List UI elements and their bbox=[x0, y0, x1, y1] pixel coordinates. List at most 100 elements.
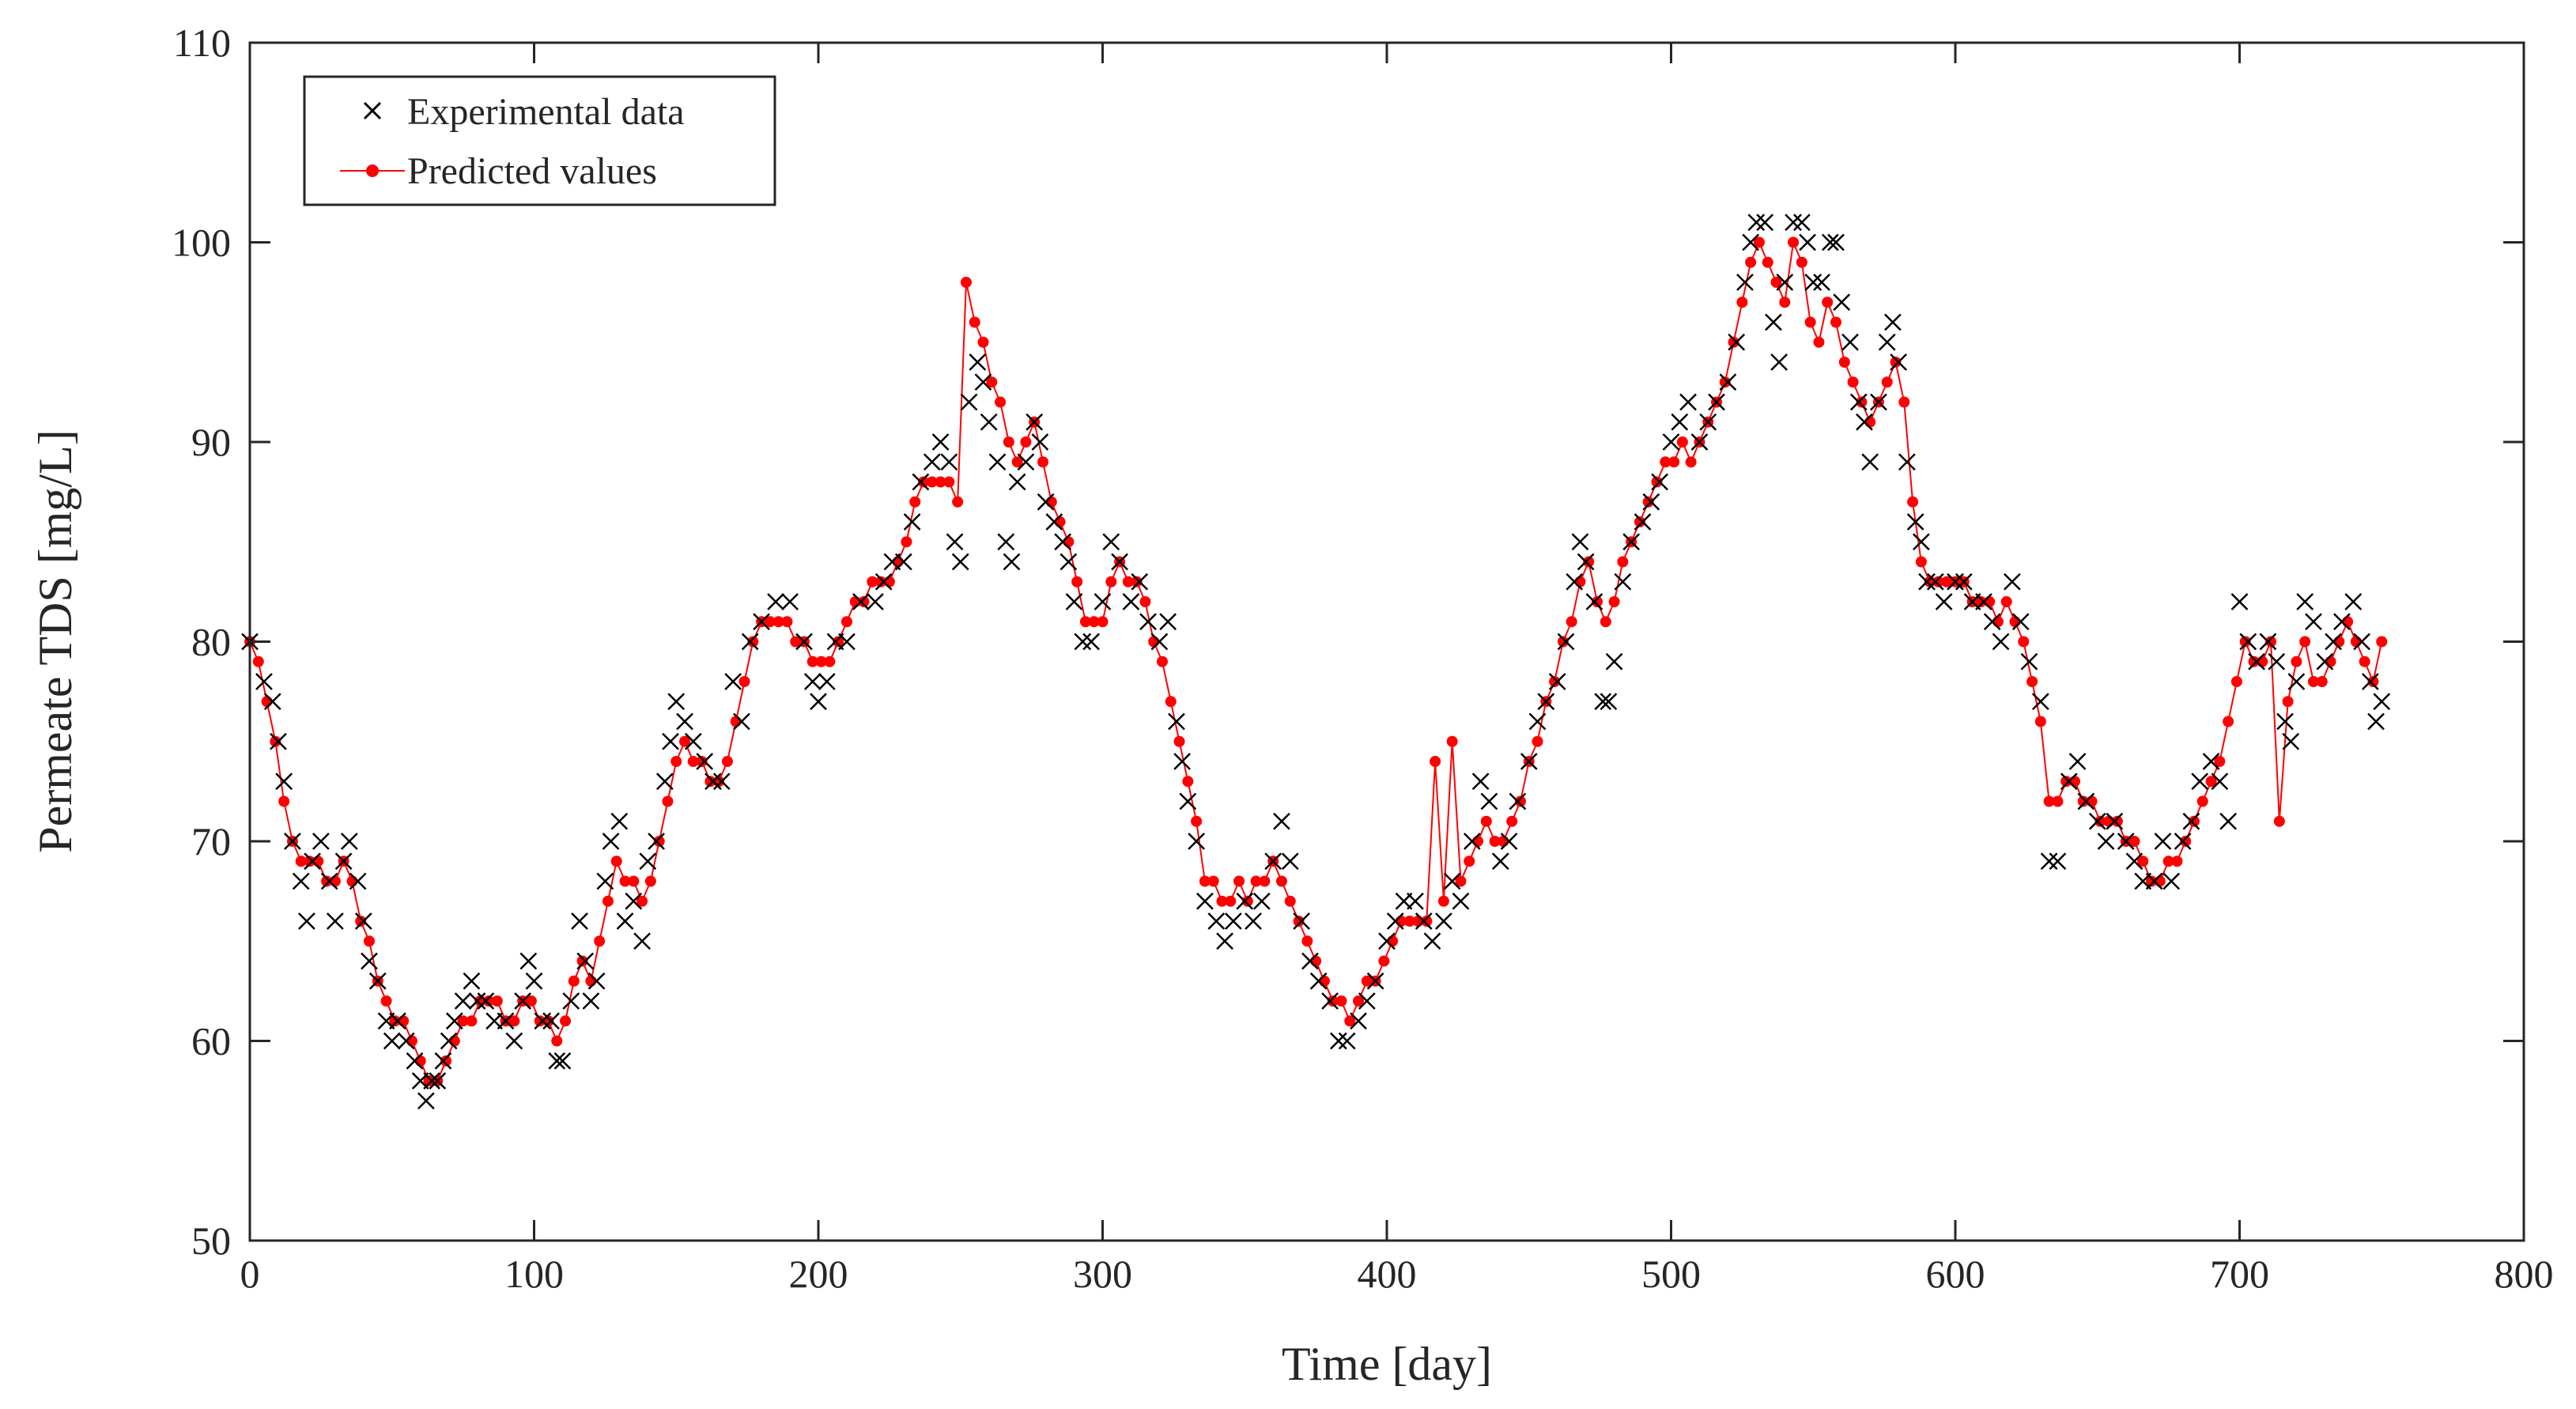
y-tick-label: 80 bbox=[191, 620, 231, 664]
experimental-point bbox=[1861, 453, 1879, 471]
predicted-point bbox=[2162, 856, 2174, 867]
predicted-point bbox=[1932, 576, 1944, 587]
predicted-point bbox=[1907, 496, 1919, 508]
experimental-point bbox=[1671, 413, 1689, 431]
experimental-point bbox=[724, 673, 742, 690]
experimental-point bbox=[1150, 633, 1169, 651]
predicted-point bbox=[1191, 815, 1203, 827]
predicted-point bbox=[1079, 616, 1091, 628]
experimental-point bbox=[2162, 872, 2181, 890]
experimental-point bbox=[838, 633, 856, 651]
predicted-point bbox=[1498, 836, 1509, 847]
experimental-point bbox=[1045, 513, 1063, 531]
experimental-point bbox=[1849, 393, 1868, 411]
predicted-point bbox=[457, 1015, 469, 1027]
predicted-point bbox=[398, 1015, 410, 1027]
experimental-point bbox=[1281, 852, 1299, 871]
predicted-point bbox=[977, 336, 989, 348]
experimental-point bbox=[1890, 353, 1907, 371]
predicted-point bbox=[252, 655, 264, 667]
experimental-point bbox=[753, 613, 770, 631]
predicted-point bbox=[738, 676, 750, 687]
predicted-point bbox=[1608, 596, 1620, 607]
predicted-point bbox=[2086, 795, 2098, 807]
experimental-point bbox=[997, 533, 1015, 551]
experimental-point bbox=[1833, 293, 1851, 312]
x-tick-label: 700 bbox=[2210, 1252, 2269, 1296]
predicted-point bbox=[806, 655, 818, 667]
predicted-point bbox=[1063, 536, 1075, 548]
experimental-point bbox=[602, 833, 620, 850]
experimental-point bbox=[1338, 1032, 1356, 1050]
predicted-point bbox=[1719, 376, 1731, 388]
experimental-point bbox=[662, 732, 679, 750]
experimental-point bbox=[625, 892, 643, 910]
legend-marker-experimental bbox=[363, 101, 382, 120]
predicted-point bbox=[2094, 815, 2106, 827]
experimental-point bbox=[1480, 792, 1498, 810]
experimental-point bbox=[1031, 433, 1049, 451]
experimental-point bbox=[1935, 593, 1953, 610]
predicted-point bbox=[2307, 676, 2319, 687]
predicted-point bbox=[1770, 277, 1782, 288]
experimental-point bbox=[284, 833, 301, 850]
experimental-point bbox=[1520, 753, 1538, 770]
experimental-point bbox=[874, 572, 893, 591]
experimental-point bbox=[1634, 513, 1652, 531]
experimental-point bbox=[2088, 812, 2106, 830]
experimental-point bbox=[912, 473, 930, 491]
experimental-point bbox=[1821, 233, 1839, 251]
predicted-point bbox=[2325, 655, 2336, 667]
predicted-point bbox=[662, 795, 674, 807]
predicted-point bbox=[2214, 756, 2226, 767]
experimental-point bbox=[648, 833, 665, 850]
experimental-point bbox=[361, 952, 378, 970]
predicted-point bbox=[2316, 676, 2328, 687]
experimental-point bbox=[2259, 633, 2277, 651]
predicted-point bbox=[1387, 935, 1399, 947]
predicted-point bbox=[696, 756, 708, 767]
experimental-point bbox=[1756, 213, 1774, 232]
experimental-point bbox=[1500, 833, 1518, 850]
experimental-point bbox=[903, 513, 921, 531]
experimental-point bbox=[587, 972, 606, 990]
x-tick-label: 500 bbox=[1641, 1252, 1701, 1296]
predicted-point bbox=[1472, 836, 1484, 847]
predicted-point bbox=[960, 277, 972, 288]
experimental-point bbox=[1196, 892, 1214, 910]
x-tick-labels: 0 100 200 300 400 500 600 700 800 bbox=[240, 1252, 2554, 1296]
experimental-point bbox=[2202, 753, 2220, 770]
predicted-point bbox=[1233, 875, 1245, 887]
predicted-point bbox=[389, 1015, 401, 1027]
predicted-point bbox=[1054, 516, 1066, 527]
experimental-point bbox=[1407, 892, 1424, 910]
experimental-point bbox=[1025, 413, 1044, 431]
predicted-point bbox=[1634, 516, 1645, 527]
experimental-point bbox=[1423, 932, 1441, 950]
experimental-point bbox=[1651, 473, 1669, 491]
experimental-point bbox=[1622, 533, 1641, 551]
experimental-point bbox=[1912, 533, 1930, 551]
predicted-point bbox=[1753, 236, 1765, 248]
predicted-point bbox=[628, 875, 640, 887]
experimental-point bbox=[1785, 213, 1802, 232]
predicted-point bbox=[1788, 236, 1800, 248]
predicted-point bbox=[875, 576, 887, 587]
experimental-point bbox=[988, 453, 1007, 471]
predicted-point bbox=[1216, 895, 1228, 907]
predicted-point bbox=[363, 935, 375, 947]
experimental-point bbox=[519, 952, 538, 970]
y-tick-labels: 50 60 70 80 90 100 110 bbox=[172, 21, 231, 1263]
experimental-point bbox=[1008, 473, 1026, 491]
experimental-point bbox=[2174, 833, 2192, 850]
predicted-point bbox=[1421, 916, 1433, 927]
experimental-point bbox=[1600, 693, 1618, 711]
predicted-point bbox=[534, 1015, 546, 1027]
experimental-point bbox=[946, 533, 964, 551]
predicted-point bbox=[304, 856, 315, 867]
experimental-point bbox=[1188, 833, 1206, 850]
experimental-point bbox=[2020, 652, 2038, 671]
experimental-point bbox=[1173, 753, 1192, 770]
legend-box bbox=[303, 75, 776, 206]
